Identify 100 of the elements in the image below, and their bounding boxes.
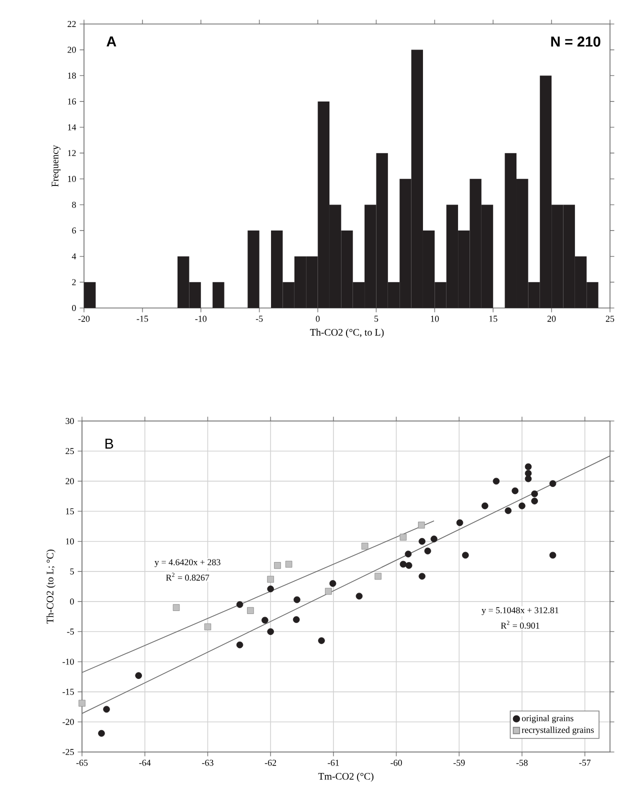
y-tick-label: 16 xyxy=(68,98,76,104)
point xyxy=(524,463,532,470)
y-tick-label: 18 xyxy=(68,72,76,79)
y-axis-title: Frequency xyxy=(52,144,60,187)
y-tick-label: 12 xyxy=(68,150,76,156)
point xyxy=(329,580,336,587)
y-axis-title: Th-CO2 (to L; °C) xyxy=(46,550,56,624)
y-tick-label: 20 xyxy=(68,46,76,53)
point xyxy=(103,706,110,713)
y-tick-label: 4 xyxy=(72,253,76,260)
x-tick-label: 25 xyxy=(606,316,614,322)
x-tick-label: -61 xyxy=(328,760,339,766)
point xyxy=(236,641,244,648)
x-axis-title: Tm-CO2 (°C) xyxy=(318,772,374,782)
point xyxy=(524,475,532,482)
x-tick-label: -10 xyxy=(195,316,207,322)
y-tick-label: 25 xyxy=(66,448,74,454)
point xyxy=(361,542,368,550)
point xyxy=(418,522,425,529)
point xyxy=(531,490,538,498)
point xyxy=(405,562,412,569)
y-tick-label: -5 xyxy=(67,628,74,635)
point xyxy=(325,588,332,595)
y-tick-label: 0 xyxy=(72,304,76,312)
legend-label: recrystallized grains xyxy=(522,726,594,735)
point xyxy=(462,552,469,559)
point xyxy=(549,552,556,559)
x-tick-label: 0 xyxy=(316,316,320,322)
annotation: N = 210 xyxy=(551,36,600,47)
point xyxy=(262,616,268,624)
x-tick-label: -5 xyxy=(256,316,263,322)
annotation: y = 4.6420x + 283 xyxy=(154,559,220,568)
x-axis-title: Th-CO2 (°C, to L) xyxy=(310,328,384,338)
annotation: y = 5.1048x + 312.81 xyxy=(482,607,558,616)
y-tick-label: 5 xyxy=(70,568,74,574)
point xyxy=(204,623,212,630)
point xyxy=(294,596,300,604)
point xyxy=(172,604,180,611)
point xyxy=(456,519,464,526)
x-tick-label: -15 xyxy=(136,316,148,322)
y-tick-label: 0 xyxy=(70,598,74,605)
point xyxy=(404,550,412,558)
annotation: R$^{2}$ = 0.901 xyxy=(500,620,540,629)
point xyxy=(492,478,500,485)
y-tick-label: -15 xyxy=(62,688,74,695)
x-tick-label: -57 xyxy=(579,760,591,766)
x-tick-label: 10 xyxy=(430,316,439,322)
annotation: R$^{2}$ = 0.8267 xyxy=(166,572,210,581)
point xyxy=(424,548,432,554)
point xyxy=(400,534,407,541)
x-tick-label: -62 xyxy=(264,760,276,766)
x-tick-label: 15 xyxy=(489,316,498,322)
x-tick-label: -65 xyxy=(76,760,88,766)
point xyxy=(418,572,426,580)
x-tick-label: -64 xyxy=(139,760,151,766)
y-tick-label: 10 xyxy=(66,538,74,544)
y-tick-label: -25 xyxy=(62,748,74,756)
point xyxy=(374,572,382,580)
y-tick-label: 30 xyxy=(66,418,74,424)
point xyxy=(267,576,274,583)
point xyxy=(400,560,407,568)
point xyxy=(274,562,281,569)
x-tick-label: 5 xyxy=(374,316,378,322)
point xyxy=(285,560,292,568)
x-tick-label: -63 xyxy=(202,760,214,766)
x-tick-label: -58 xyxy=(516,760,528,766)
y-tick-label: 22 xyxy=(68,21,76,27)
point xyxy=(267,586,274,592)
point xyxy=(135,672,142,679)
point xyxy=(236,601,244,608)
y-tick-label: 8 xyxy=(72,202,76,208)
y-tick-label: 6 xyxy=(72,228,76,234)
point xyxy=(292,616,300,623)
x-tick-label: -60 xyxy=(390,760,402,766)
point xyxy=(267,628,274,636)
x-tick-label: -59 xyxy=(453,760,465,766)
x-tick-label: -20 xyxy=(78,316,90,322)
point xyxy=(356,592,363,600)
point xyxy=(531,498,538,504)
point xyxy=(247,607,254,614)
y-tick-label: 15 xyxy=(66,508,74,514)
point xyxy=(482,502,488,510)
point xyxy=(418,538,426,545)
point xyxy=(524,470,532,477)
point xyxy=(318,637,325,644)
legend-label: original grains xyxy=(522,714,574,724)
y-tick-label: -20 xyxy=(62,718,74,725)
point xyxy=(518,502,526,510)
point xyxy=(549,480,556,487)
point xyxy=(98,730,105,737)
point xyxy=(504,507,512,514)
point xyxy=(512,487,518,494)
annotation: B xyxy=(105,438,114,449)
y-tick-label: 10 xyxy=(68,176,76,182)
point xyxy=(78,700,86,707)
y-tick-label: 14 xyxy=(68,124,76,130)
y-tick-label: 20 xyxy=(66,478,74,484)
annotation: A xyxy=(106,36,116,46)
x-tick-label: 20 xyxy=(547,316,556,322)
y-tick-label: 2 xyxy=(72,279,76,286)
